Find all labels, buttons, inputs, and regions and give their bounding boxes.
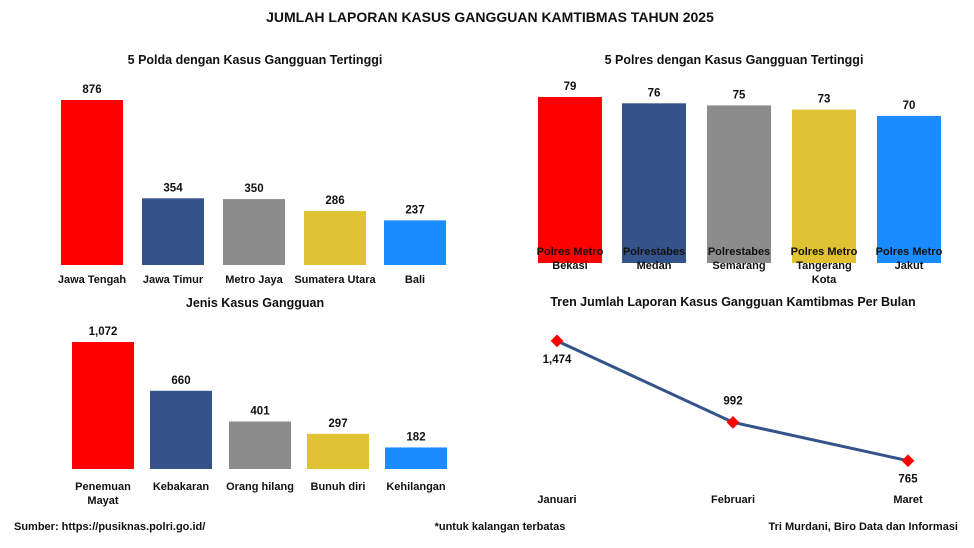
bar — [384, 220, 446, 265]
data-point — [726, 415, 740, 429]
category-label: Polrestabes — [708, 246, 770, 258]
data-label: 182 — [406, 431, 425, 443]
chart-title: Jenis Kasus Gangguan — [186, 296, 324, 310]
category-label: Mayat — [87, 495, 119, 507]
bar — [150, 390, 212, 469]
data-label: 79 — [564, 81, 577, 93]
data-label: 70 — [903, 100, 916, 112]
footer-note: *untuk kalangan terbatas — [435, 521, 566, 533]
main-title: JUMLAH LAPORAN KASUS GANGGUAN KAMTIBMAS … — [266, 9, 714, 25]
chart-polda: 5 Polda dengan Kasus Gangguan Tertinggi 8… — [58, 53, 446, 286]
data-point — [901, 454, 915, 468]
footer-source: Sumber: https://pusiknas.polri.go.id/ — [14, 521, 205, 533]
category-label: Metro Jaya — [225, 274, 283, 286]
data-label: 350 — [244, 183, 263, 195]
data-point — [550, 334, 564, 348]
bar — [72, 342, 134, 469]
footer-author: Tri Murdani, Biro Data dan Informasi — [769, 521, 958, 533]
data-label: 76 — [648, 87, 661, 99]
data-label: 73 — [818, 94, 831, 106]
category-label: Medan — [637, 260, 672, 272]
data-label: 876 — [82, 84, 101, 96]
category-label: Polres Metro — [791, 246, 858, 258]
bar — [304, 211, 366, 265]
category-label: Kehilangan — [386, 481, 446, 493]
x-tick-label: Maret — [893, 494, 923, 506]
category-label: Jawa Tengah — [58, 274, 127, 286]
category-label: Jakut — [895, 260, 924, 272]
category-label: Kota — [812, 274, 837, 286]
x-tick-label: Februari — [711, 494, 755, 506]
category-label: Orang hilang — [226, 481, 294, 493]
bar — [229, 421, 291, 469]
chart-title: 5 Polda dengan Kasus Gangguan Tertinggi — [128, 53, 383, 67]
data-label: 297 — [328, 418, 347, 430]
category-label: Penemuan — [75, 481, 131, 493]
category-label: Jawa Timur — [143, 274, 204, 286]
bar — [61, 100, 123, 265]
category-label: Semarang — [712, 260, 765, 272]
chart-tren-bulanan: Tren Jumlah Laporan Kasus Gangguan Kamti… — [537, 295, 923, 506]
data-label: 237 — [405, 204, 424, 216]
data-label: 354 — [163, 182, 183, 194]
chart-jenis-kasus: Jenis Kasus Gangguan 1,072 Penemuan Mayat 66… — [72, 296, 447, 507]
category-label: Sumatera Utara — [294, 274, 376, 286]
bar — [307, 433, 369, 469]
category-label: Bekasi — [552, 260, 587, 272]
category-label: Tangerang — [796, 260, 851, 272]
bar — [385, 447, 447, 469]
bar — [877, 115, 941, 263]
bar — [622, 103, 686, 263]
category-label: Polrestabes — [623, 246, 685, 258]
data-label: 401 — [250, 405, 270, 417]
chart-polres: 5 Polres dengan Kasus Gangguan Tertinggi… — [537, 53, 943, 286]
data-label: 1,474 — [543, 354, 572, 366]
data-label: 765 — [898, 474, 918, 486]
data-label: 1,072 — [89, 326, 118, 338]
bar — [792, 109, 856, 263]
data-label: 992 — [723, 395, 742, 407]
x-tick-label: Januari — [537, 494, 576, 506]
bar — [707, 105, 771, 263]
chart-title: 5 Polres dengan Kasus Gangguan Tertinggi — [605, 53, 864, 67]
bar — [223, 199, 285, 265]
category-label: Kebakaran — [153, 481, 210, 493]
data-label: 286 — [325, 195, 344, 207]
chart-title: Tren Jumlah Laporan Kasus Gangguan Kamti… — [550, 295, 915, 309]
data-label: 660 — [171, 375, 190, 387]
category-label: Polres Metro — [537, 246, 604, 258]
bar — [538, 97, 602, 263]
category-label: Bunuh diri — [311, 481, 366, 493]
category-label: Bali — [405, 274, 425, 286]
data-label: 75 — [733, 89, 746, 101]
bar — [142, 198, 204, 265]
category-label: Polres Metro — [876, 246, 943, 258]
